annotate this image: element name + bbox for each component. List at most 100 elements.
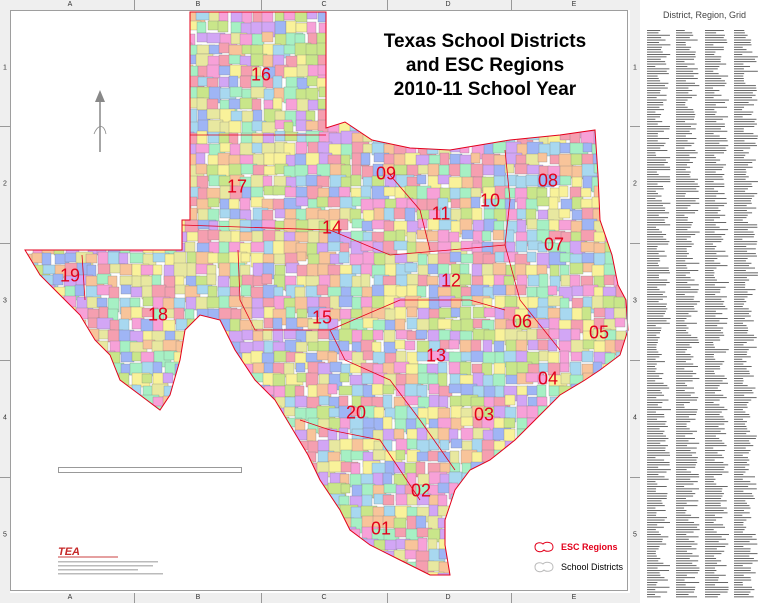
index-entry-line (676, 327, 689, 329)
index-entry-line (647, 570, 670, 571)
grid-col-label: C (321, 1, 327, 8)
legend-districts-label: School Districts (561, 562, 624, 572)
index-entry-line (676, 349, 687, 351)
index-entry-line (647, 210, 666, 211)
index-entry-line (734, 495, 754, 497)
index-entry-line (705, 49, 724, 51)
district-polygon (481, 230, 492, 242)
index-entry-line (647, 433, 664, 435)
index-entry-line (734, 423, 746, 425)
index-entry-line (647, 385, 668, 387)
index-entry-line (676, 166, 691, 168)
index-entry-line (734, 510, 745, 511)
index-entry-line (647, 150, 668, 151)
index-entry-line (647, 145, 665, 147)
index-entry-line (705, 582, 729, 583)
index-entry-line (676, 133, 692, 135)
index-entry-line (705, 246, 717, 247)
index-entry-line (734, 313, 749, 315)
index-entry-line (705, 394, 724, 396)
index-entry-line (734, 500, 746, 502)
index-entry-line (647, 538, 663, 540)
index-entry-line (676, 406, 685, 408)
index-entry-line (676, 409, 698, 411)
region-label-05: 05 (588, 322, 610, 343)
grid-row-label: 5 (633, 531, 637, 539)
index-entry-line (647, 531, 659, 533)
index-entry-line (705, 68, 718, 70)
index-entry-line (647, 471, 667, 473)
index-entry-line (705, 207, 719, 209)
index-entry-line (734, 474, 744, 475)
index-entry-line (676, 358, 692, 360)
index-entry-line (734, 399, 752, 401)
index-entry-line (734, 248, 756, 250)
index-entry-line (647, 34, 670, 36)
index-entry-line (676, 188, 697, 190)
index-entry-line (705, 198, 727, 199)
index-entry-line (734, 306, 743, 307)
index-entry-line (705, 181, 714, 183)
index-entry-line (676, 483, 694, 485)
index-entry-line (676, 87, 689, 89)
index-entry-line (705, 555, 715, 557)
index-entry-line (705, 205, 725, 207)
index-entry-line (647, 560, 659, 562)
index-entry-line (676, 34, 694, 36)
index-entry-line (647, 260, 661, 262)
index-entry-line (734, 327, 748, 329)
index-entry-line (676, 140, 688, 142)
index-entry-line (705, 332, 724, 334)
index-entry-line (705, 78, 722, 79)
index-entry-line (705, 102, 726, 103)
index-entry-line (676, 135, 686, 137)
index-entry-line (647, 366, 656, 367)
region-label-07: 07 (543, 234, 565, 255)
district-polygon (350, 174, 362, 187)
index-entry-line (705, 267, 717, 269)
index-entry-line (676, 174, 690, 175)
index-entry-line (647, 582, 658, 583)
grid-col-label: B (195, 1, 201, 8)
index-entry-line (705, 298, 722, 300)
index-entry-line (734, 39, 752, 41)
texas-map (24, 11, 629, 576)
index-entry-line (734, 337, 757, 339)
index-entry-line (647, 505, 665, 507)
index-entry-line (705, 409, 728, 411)
index-entry-line (734, 394, 745, 396)
index-entry-line (734, 315, 751, 317)
index-entry-line (676, 390, 685, 391)
index-entry-line (705, 579, 719, 581)
index-entry-line (734, 34, 748, 36)
index-entry-line (676, 356, 694, 358)
index-entry-line (705, 440, 723, 442)
index-entry-line (734, 224, 758, 226)
index-entry-line (705, 296, 727, 298)
index-entry-line (647, 375, 660, 377)
index-entry-line (734, 171, 747, 173)
index-entry-line (734, 90, 757, 91)
index-entry-line (705, 342, 714, 343)
index-entry-line (647, 102, 664, 103)
index-entry-line (734, 284, 746, 286)
region-label-14: 14 (321, 217, 343, 238)
index-entry-line (647, 123, 658, 125)
index-entry-line (734, 231, 754, 233)
index-entry-line (676, 440, 689, 442)
index-entry-line (647, 481, 656, 483)
index-entry-line (705, 567, 716, 569)
index-entry-line (705, 126, 725, 127)
index-entry-line (705, 414, 720, 415)
index-entry-line (647, 121, 663, 123)
index-entry-line (676, 183, 698, 185)
index-entry-line (705, 174, 725, 175)
index-entry-line (676, 404, 685, 406)
index-entry-line (647, 253, 659, 255)
index-entry-line (647, 370, 656, 372)
index-entry-line (705, 87, 714, 89)
index-entry-line (647, 46, 662, 48)
index-entry-line (647, 49, 662, 51)
index-entry-line (676, 572, 698, 574)
index-entry-line (647, 70, 667, 72)
